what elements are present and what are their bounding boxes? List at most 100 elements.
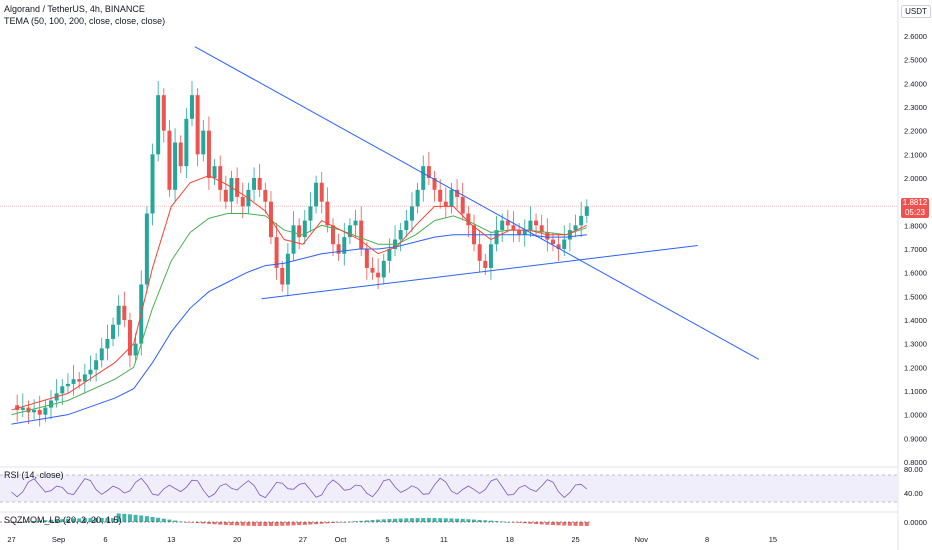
momentum-bar [212,522,217,525]
momentum-bar [426,518,431,522]
candle-body [195,95,200,155]
x-tick-label: 8 [705,535,709,544]
momentum-bar [364,520,369,522]
momentum-bar [314,522,319,525]
candle-body [263,189,268,202]
rsi-legend: RSI (14, close) [4,470,64,480]
momentum-bar [173,520,178,522]
momentum-bar [229,522,234,526]
candle-body [438,189,443,202]
momentum-bar [190,522,194,523]
x-tick-label: 15 [769,535,777,544]
y-tick-label: 1.8000 [904,221,927,230]
countdown-timer: 05:23 [904,208,926,217]
tema-legend: TEMA (50, 100, 200, close, close, close) [4,16,166,26]
candle-body [105,338,110,349]
momentum-bar [49,519,53,522]
momentum-bar [494,521,499,522]
momentum-bar [393,518,398,522]
momentum-bar [517,522,522,523]
downtrend-line [194,46,760,360]
momentum-bar [206,522,211,524]
candle-body [302,220,307,238]
candle-body [252,178,257,190]
momentum-bar [235,522,240,526]
momentum-bar [336,522,341,523]
y-tick-label: 2.4000 [904,79,927,88]
momentum-bar [483,520,488,522]
candle-body [443,201,448,207]
momentum-bar [522,522,527,524]
candle-body [562,239,567,249]
candle-body [528,220,533,231]
momentum-bar [449,518,454,522]
candle-body [370,267,375,273]
candle-body [257,178,262,190]
momentum-bar [105,518,110,522]
candle-body [167,130,172,190]
momentum-bar [291,522,296,526]
y-tick-label: 0.8000 [904,458,927,467]
candle-body [274,237,279,268]
x-tick-label: 5 [385,535,389,544]
candle-body [178,142,183,167]
candle-body [229,178,234,202]
y-tick-label: 1.7000 [904,245,927,254]
x-tick-label: 25 [571,535,579,544]
candle-body [522,230,527,235]
momentum-bar [99,518,104,522]
x-tick-label: 11 [440,535,448,544]
y-tick-label: 2.6000 [904,32,927,41]
rsi-lower-label: 40.00 [904,489,923,498]
momentum-bar [534,522,539,525]
momentum-bar [505,521,510,523]
momentum-bar [528,522,533,524]
momentum-bar [201,522,206,524]
last-price-value: 1.8812 [902,198,928,207]
candle-body [150,154,155,214]
momentum-bar [111,518,116,522]
momentum-bar [65,518,70,522]
candle-body [364,249,369,268]
currency-badge[interactable]: USDT [901,5,931,18]
candle-body [206,130,211,178]
y-tick-label: 2.2000 [904,127,927,136]
tema-200-line [11,234,587,425]
momentum-bar [415,518,420,522]
candle-body [15,405,20,410]
symbol-title: Algorand / TetherUS, 4h, BINANCE [4,4,145,14]
momentum-bar [376,519,381,522]
candle-body [376,272,381,278]
candle-body [353,220,358,226]
candle-body [579,215,584,226]
momentum-bar [584,522,589,526]
rsi-line [11,477,588,499]
candle-body [432,178,437,190]
momentum-bar [280,522,285,526]
y-tick-label: 0.9000 [904,434,927,443]
momentum-bar [43,520,48,522]
momentum-legend: SQZMOM_LB (20, 2, 20, 1.5) [4,515,122,525]
momentum-bar [82,518,87,522]
candle-body [235,178,240,197]
momentum-bar [54,519,59,522]
candle-body [500,220,505,231]
candle-body [449,189,454,207]
x-tick-label: 13 [167,535,175,544]
y-tick-label: 1.5000 [904,292,927,301]
candle-body [94,360,99,370]
candle-body [82,374,87,382]
candle-body [297,225,302,238]
candle-body [127,320,132,356]
momentum-bar [455,518,460,522]
y-tick-label: 1.6000 [904,269,927,278]
candle-body [99,348,104,361]
momentum-bar [77,518,82,522]
candle-body [455,189,460,197]
candle-body [291,225,296,254]
momentum-bar [167,519,172,522]
momentum-bar [556,522,561,526]
y-tick-label: 1.4000 [904,316,927,325]
momentum-bar [9,522,14,523]
